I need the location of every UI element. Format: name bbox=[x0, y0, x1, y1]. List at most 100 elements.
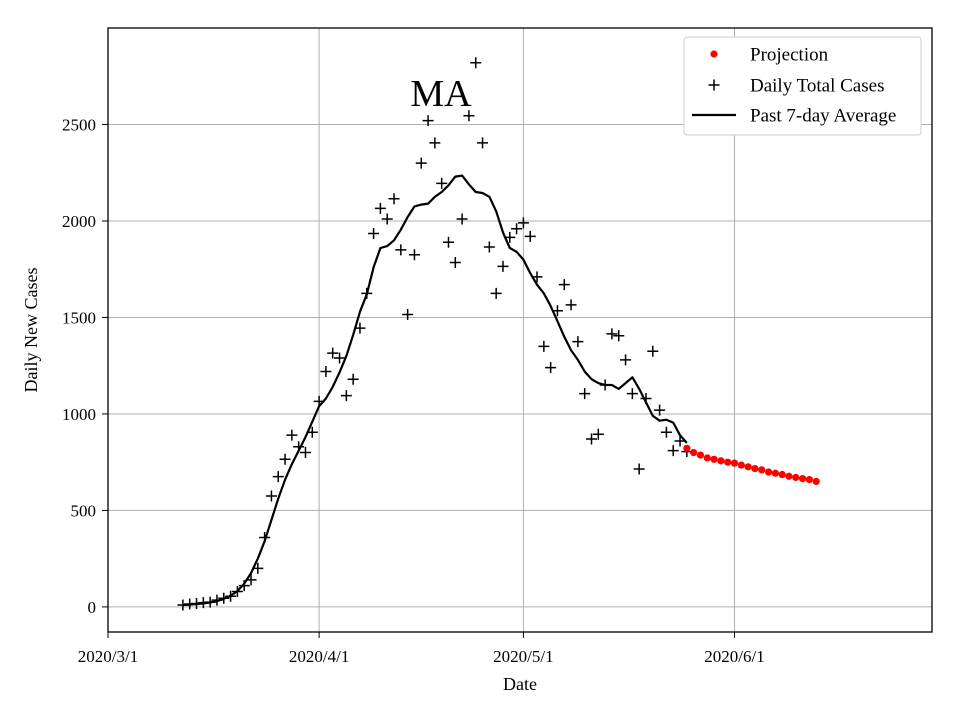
x-tick-label: 2020/5/1 bbox=[493, 647, 553, 666]
x-axis-label: Date bbox=[503, 674, 537, 694]
daily-case-point bbox=[497, 260, 509, 272]
daily-case-point bbox=[374, 202, 386, 214]
projection-point bbox=[683, 444, 691, 452]
daily-case-point bbox=[667, 445, 679, 457]
projection-point bbox=[764, 468, 773, 476]
daily-case-point bbox=[334, 352, 346, 364]
y-tick-label: 2000 bbox=[62, 212, 96, 231]
projection-point bbox=[724, 458, 732, 466]
daily-case-point bbox=[477, 137, 489, 149]
projection-point bbox=[805, 475, 814, 484]
daily-case-point bbox=[538, 340, 550, 352]
projection-point bbox=[812, 477, 820, 486]
daily-case-point bbox=[299, 447, 311, 459]
daily-case-point bbox=[674, 435, 686, 447]
daily-case-point bbox=[259, 531, 271, 543]
y-tick-label: 0 bbox=[88, 598, 97, 617]
daily-case-point bbox=[463, 110, 475, 122]
daily-case-point bbox=[626, 388, 638, 400]
average-line bbox=[182, 174, 688, 607]
daily-case-point bbox=[613, 330, 625, 342]
projection-point bbox=[730, 459, 739, 467]
daily-case-point bbox=[442, 236, 454, 248]
daily-case-point bbox=[293, 441, 305, 453]
chart-title: MA bbox=[410, 73, 472, 115]
projection-point bbox=[751, 464, 759, 473]
daily-case-point bbox=[368, 228, 380, 240]
projection-point bbox=[778, 470, 786, 479]
projection-point bbox=[792, 473, 800, 482]
daily-case-point bbox=[347, 373, 359, 385]
y-axis-ticks: 0 500 1000 1500 2000 2500 bbox=[62, 115, 108, 617]
y-axis-label: Daily New Cases bbox=[21, 268, 41, 393]
legend-label: Projection bbox=[750, 45, 829, 66]
daily-case-point bbox=[647, 345, 659, 357]
daily-case-point bbox=[252, 562, 264, 574]
daily-case-point bbox=[327, 347, 339, 359]
daily-case-point bbox=[395, 244, 407, 256]
daily-case-point bbox=[565, 299, 577, 311]
average-line-layer bbox=[182, 174, 688, 607]
daily-case-point bbox=[545, 362, 557, 374]
daily-case-point bbox=[436, 177, 448, 189]
projection-point bbox=[703, 454, 711, 462]
legend-projection-marker bbox=[710, 50, 718, 58]
daily-case-point bbox=[490, 287, 502, 299]
daily-case-point bbox=[654, 404, 666, 416]
daily-case-point bbox=[225, 590, 237, 602]
daily-case-point bbox=[429, 137, 441, 149]
daily-case-point bbox=[504, 231, 516, 243]
y-tick-label: 1000 bbox=[62, 405, 96, 424]
daily-case-point bbox=[272, 471, 284, 483]
daily-case-point bbox=[620, 354, 632, 366]
daily-case-point bbox=[361, 287, 373, 299]
daily-case-point bbox=[388, 193, 400, 205]
daily-case-point bbox=[231, 585, 243, 597]
daily-case-point bbox=[340, 390, 352, 402]
daily-case-point bbox=[422, 115, 434, 127]
daily-case-point bbox=[511, 223, 523, 235]
daily-case-point bbox=[408, 249, 420, 261]
daily-case-point bbox=[517, 217, 529, 229]
daily-case-point bbox=[531, 271, 543, 283]
x-tick-label: 2020/4/1 bbox=[289, 647, 349, 666]
daily-case-point bbox=[279, 453, 291, 465]
x-tick-label: 2020/3/1 bbox=[78, 647, 138, 666]
daily-case-point bbox=[313, 395, 325, 407]
legend-box bbox=[683, 36, 922, 136]
y-tick-label: 2500 bbox=[62, 115, 96, 134]
x-axis-ticks: 2020/3/1 2020/4/1 2020/5/1 2020/6/1 bbox=[78, 632, 765, 666]
daily-case-point bbox=[470, 57, 482, 69]
projection-layer bbox=[683, 444, 820, 486]
projection-point bbox=[690, 448, 698, 457]
projection-point bbox=[710, 455, 718, 463]
legend-daily-marker bbox=[708, 79, 720, 91]
projection-point bbox=[744, 463, 752, 471]
daily-case-point bbox=[586, 433, 598, 445]
projection-point bbox=[799, 474, 807, 483]
daily-case-point bbox=[204, 596, 216, 608]
daily-case-point bbox=[483, 241, 495, 253]
x-tick-label: 2020/6/1 bbox=[704, 647, 764, 666]
daily-case-point bbox=[415, 157, 427, 169]
projection-point bbox=[758, 466, 766, 474]
projection-point bbox=[785, 472, 793, 480]
y-tick-label: 500 bbox=[71, 501, 97, 520]
daily-case-point bbox=[320, 365, 332, 377]
daily-case-point bbox=[265, 490, 277, 502]
daily-case-point bbox=[245, 574, 257, 586]
daily-case-point bbox=[599, 379, 611, 391]
daily-case-point bbox=[449, 256, 461, 268]
daily-case-point bbox=[660, 426, 672, 438]
projection-point bbox=[696, 451, 705, 459]
legend-label: Daily Total Cases bbox=[750, 76, 884, 97]
daily-case-point bbox=[381, 213, 393, 225]
daily-case-point bbox=[606, 328, 618, 340]
daily-case-point bbox=[592, 428, 604, 440]
legend: Projection Daily Total Cases Past 7-day Av… bbox=[683, 36, 922, 136]
daily-cases-layer bbox=[177, 57, 693, 611]
plot-frame bbox=[107, 27, 933, 633]
daily-case-point bbox=[456, 213, 468, 225]
y-tick-label: 1500 bbox=[62, 308, 96, 327]
